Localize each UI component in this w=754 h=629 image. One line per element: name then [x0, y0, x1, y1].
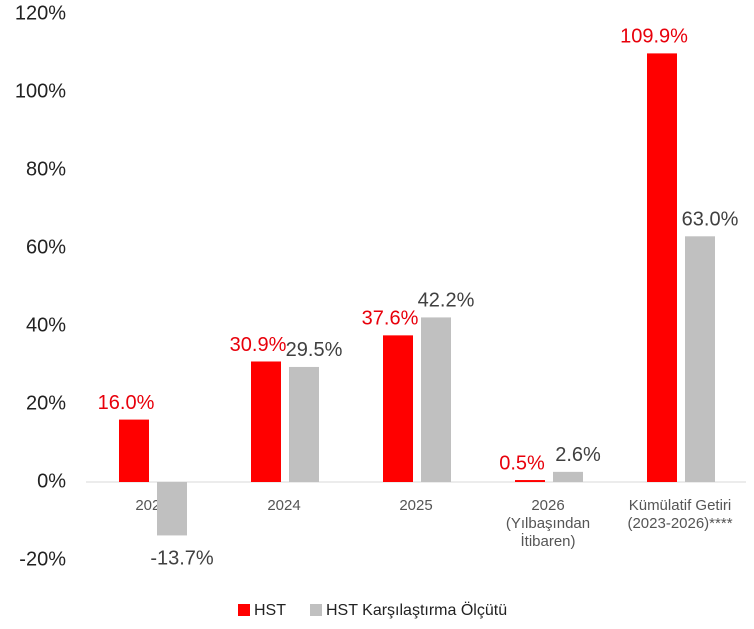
x-tick-label: 2026 (Yılbaşından İtibaren) [506, 497, 590, 550]
data-label: 63.0% [682, 209, 739, 231]
data-label: 16.0% [98, 392, 155, 414]
bar [515, 480, 545, 482]
legend-swatch [310, 604, 322, 616]
y-tick-label: -20% [19, 548, 66, 570]
bar [685, 236, 715, 482]
x-tick-label: 2025 [399, 497, 432, 514]
legend-label: HST Karşılaştırma Ölçütü [326, 601, 507, 619]
y-tick-label: 80% [26, 158, 66, 180]
y-tick-label: 100% [15, 80, 66, 102]
bar [157, 482, 187, 536]
y-tick-label: 20% [26, 392, 66, 414]
data-label: 30.9% [230, 334, 287, 356]
data-label: 29.5% [286, 339, 343, 361]
data-label: 0.5% [499, 452, 545, 474]
bar [119, 419, 149, 482]
bar [383, 335, 413, 482]
x-tick-label: Kümülatif Getiri (2023-2026)**** [627, 497, 732, 532]
bar [421, 317, 451, 482]
bar [289, 366, 319, 482]
y-tick-label: 0% [37, 470, 66, 492]
bar [647, 53, 677, 482]
data-label: 42.2% [418, 290, 475, 312]
data-label: 109.9% [620, 26, 688, 48]
data-label: 2.6% [555, 444, 601, 466]
y-tick-label: 120% [15, 2, 66, 24]
bar [553, 471, 583, 482]
y-tick-label: 60% [26, 236, 66, 258]
data-label: 37.6% [362, 308, 419, 330]
y-tick-label: 40% [26, 314, 66, 336]
data-label: -13.7% [150, 548, 214, 570]
bar [251, 361, 281, 482]
legend-swatch [238, 604, 250, 616]
x-tick-label: 2024 [267, 497, 300, 514]
legend-label: HST [254, 602, 286, 619]
